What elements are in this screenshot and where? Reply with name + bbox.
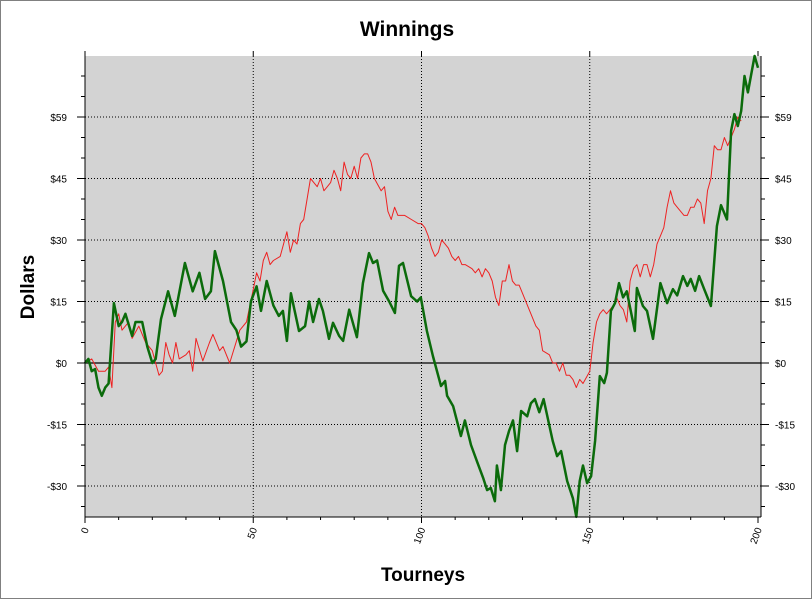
y-axis-label: Dollars (18, 255, 39, 319)
series-group (84, 54, 760, 519)
x-tick-label: 200 (749, 526, 765, 546)
y-tick-label-left: -$30 (47, 482, 67, 493)
y-tick-label-left: $59 (50, 113, 67, 124)
y-tick-label-left: -$15 (47, 421, 67, 432)
x-tick-label: 50 (246, 526, 260, 541)
x-axis-label: Tourneys (381, 565, 465, 586)
y-tick-label-right: $59 (775, 113, 792, 124)
chart-title: Winnings (360, 18, 454, 41)
series-line-2 (84, 54, 760, 519)
y-tick-label-right: -$15 (775, 421, 795, 432)
y-tick-label-right: $30 (775, 236, 792, 247)
gridlines (85, 56, 761, 517)
y-tick-label-left: $45 (50, 175, 67, 186)
y-tick-label-right: $15 (775, 298, 792, 309)
x-tick-label: 0 (80, 526, 92, 535)
axes: 0 50 100 150 200 $59 $59 $45 $45 $30 $30 $15 $15 $0 $0… (47, 51, 795, 546)
y-tick-label-left: $0 (56, 359, 68, 370)
y-tick-label-left: $30 (50, 236, 67, 247)
x-tick-label: 100 (412, 526, 428, 546)
y-tick-label-left: $15 (50, 298, 67, 309)
y-tick-label-right: -$30 (775, 482, 795, 493)
x-tick-label: 150 (581, 526, 597, 546)
plot-area (85, 56, 761, 517)
y-tick-label-right: $45 (775, 175, 792, 186)
series-line-1 (84, 116, 742, 389)
y-tick-label-right: $0 (775, 359, 787, 370)
